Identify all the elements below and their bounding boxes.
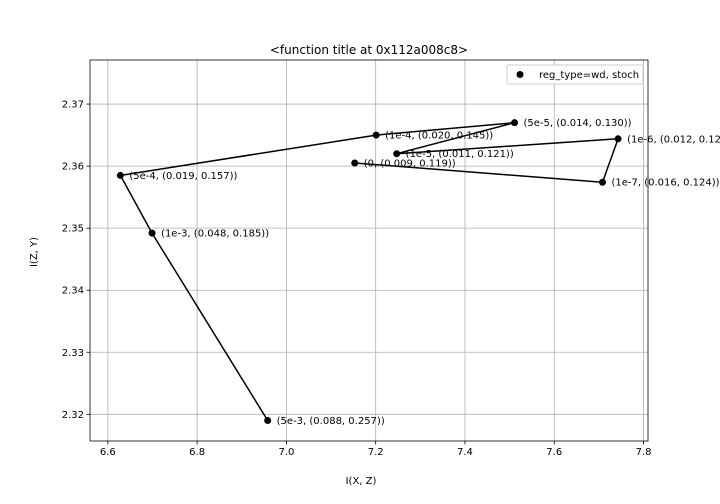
data-point	[116, 171, 124, 179]
plot-frame	[89, 59, 649, 442]
y-tick-label: 2.32	[62, 410, 84, 421]
y-tick-label: 2.34	[62, 286, 84, 297]
x-tick-label: 7.4	[457, 447, 473, 458]
y-tick-label: 2.37	[62, 100, 84, 111]
data-layer: (0, (0.009, 0.119)) (1e-7, (0.016, 0.124)…	[116, 118, 720, 427]
x-tick-label: 7.2	[368, 447, 384, 458]
x-tick-label: 7.8	[636, 447, 652, 458]
x-axis-label: I(X, Z)	[346, 476, 377, 487]
data-label: (1e-7, (0.016, 0.124))	[611, 178, 719, 189]
legend-marker	[516, 71, 524, 78]
data-point	[393, 150, 401, 158]
data-point	[372, 131, 380, 139]
x-tick-label: 6.6	[100, 447, 116, 458]
data-point	[264, 417, 272, 425]
x-tick-label: 7.6	[546, 447, 562, 458]
legend-box	[506, 64, 644, 85]
legend: reg_type=wd, stoch	[506, 64, 644, 85]
data-label: (1e-6, (0.012, 0.12	[627, 134, 720, 145]
data-point	[351, 159, 359, 167]
data-point	[598, 178, 606, 186]
grid	[90, 60, 648, 441]
data-label: (1e-3, (0.048, 0.185))	[161, 229, 269, 240]
axes: 6.6 6.8 7.0 7.2 7.4 7.6 7.8 2.32 2.33 2.34 2.35 2.3…	[62, 59, 652, 458]
data-label: (5e-3, (0.088, 0.257))	[277, 416, 385, 427]
data-point	[614, 135, 622, 143]
data-label: (0, (0.009, 0.119))	[364, 159, 456, 170]
x-tick-label: 7.0	[278, 447, 294, 458]
y-tick-label: 2.33	[62, 348, 84, 359]
data-point	[511, 119, 519, 127]
data-label: (5e-5, (0.014, 0.130))	[524, 118, 632, 129]
legend-entry: reg_type=wd, stoch	[539, 70, 639, 81]
chart-title: <function title at 0x112a008c8>	[270, 43, 468, 57]
y-tick-label: 2.36	[62, 162, 84, 173]
data-label: (5e-4, (0.019, 0.157))	[129, 171, 237, 182]
y-axis-label: I(Z, Y)	[29, 237, 40, 267]
y-tick-label: 2.35	[62, 224, 84, 235]
data-label: (1e-5, (0.011, 0.121))	[406, 149, 514, 160]
data-point	[148, 229, 156, 237]
data-label: (1e-4, (0.020, 0.145))	[385, 131, 493, 142]
x-tick-label: 6.8	[189, 447, 205, 458]
